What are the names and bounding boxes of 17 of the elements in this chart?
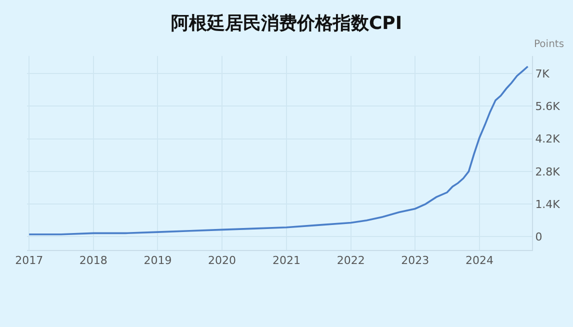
y-axis-title: Points bbox=[534, 39, 564, 50]
chart-title: 阿根廷居民消费价格指数CPI bbox=[170, 13, 402, 34]
x-tick-label: 2021 bbox=[272, 254, 301, 268]
y-tick-label: 5.6K bbox=[535, 100, 561, 113]
y-tick-label: 0 bbox=[535, 230, 542, 244]
y-tick-label: 1.4K bbox=[535, 198, 561, 211]
x-tick-label: 2019 bbox=[144, 254, 172, 268]
x-tick-label: 2020 bbox=[208, 254, 236, 268]
x-tick-label: 2017 bbox=[15, 254, 44, 268]
x-tick-label: 2018 bbox=[79, 254, 108, 268]
y-tick-label: 4.2K bbox=[535, 132, 561, 146]
x-tick-label: 2023 bbox=[401, 254, 430, 268]
y-tick-label: 2.8K bbox=[535, 165, 561, 178]
line-series bbox=[28, 66, 529, 236]
x-tick-label: 2022 bbox=[336, 254, 365, 268]
y-tick-label: 7K bbox=[535, 67, 550, 80]
x-tick-label: 2024 bbox=[465, 254, 494, 268]
